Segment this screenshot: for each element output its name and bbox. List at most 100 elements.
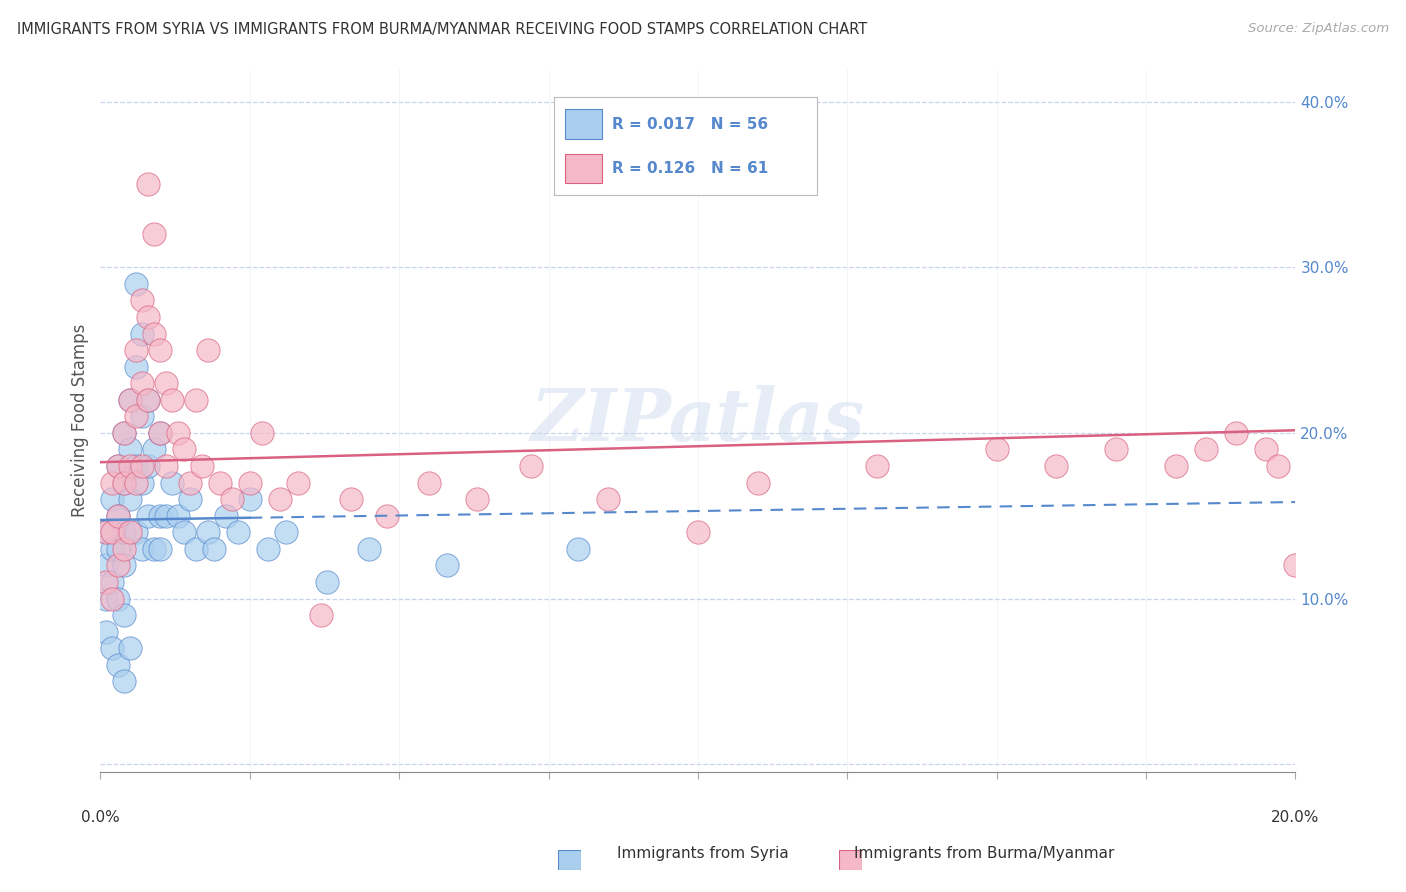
Point <box>125 475 148 490</box>
Point <box>167 425 190 440</box>
Point <box>160 475 183 490</box>
Point <box>120 458 142 473</box>
Point <box>226 525 249 540</box>
Point <box>107 657 129 672</box>
Point <box>120 392 142 407</box>
Point <box>131 541 153 556</box>
Point <box>287 475 309 490</box>
Point <box>197 525 219 540</box>
Point <box>598 492 620 507</box>
Point <box>125 458 148 473</box>
Point <box>136 392 159 407</box>
Point <box>173 442 195 457</box>
Point <box>155 508 177 523</box>
Point <box>149 425 172 440</box>
Text: 0.0%: 0.0% <box>82 810 120 825</box>
Point <box>1254 442 1277 457</box>
Point <box>101 492 124 507</box>
Point <box>112 525 135 540</box>
Point <box>311 608 333 623</box>
Text: ZIPatlas: ZIPatlas <box>531 385 865 456</box>
Point <box>112 674 135 689</box>
Point <box>143 442 166 457</box>
Point <box>143 541 166 556</box>
Point <box>101 525 124 540</box>
Point <box>184 392 207 407</box>
Point <box>96 591 118 606</box>
Point <box>131 293 153 308</box>
Point <box>256 541 278 556</box>
Point <box>269 492 291 507</box>
Point <box>173 525 195 540</box>
Point <box>101 641 124 656</box>
Point <box>375 508 398 523</box>
Point <box>96 558 118 573</box>
Point <box>184 541 207 556</box>
Point <box>436 558 458 573</box>
Point <box>107 558 129 573</box>
Text: 20.0%: 20.0% <box>1271 810 1320 825</box>
Point <box>1284 558 1306 573</box>
Point <box>149 541 172 556</box>
Text: Immigrants from Syria: Immigrants from Syria <box>617 847 789 861</box>
Point <box>96 525 118 540</box>
Point <box>239 492 262 507</box>
Point <box>149 343 172 357</box>
Point <box>747 475 769 490</box>
Point <box>686 525 709 540</box>
Y-axis label: Receiving Food Stamps: Receiving Food Stamps <box>72 324 89 517</box>
Point <box>112 558 135 573</box>
Point <box>101 541 124 556</box>
Point <box>1195 442 1218 457</box>
Point <box>107 508 129 523</box>
Point <box>202 541 225 556</box>
Point <box>155 458 177 473</box>
Point <box>136 392 159 407</box>
Point <box>131 409 153 424</box>
Point <box>1164 458 1187 473</box>
Point <box>107 541 129 556</box>
Point <box>125 409 148 424</box>
Point <box>149 425 172 440</box>
Point <box>120 442 142 457</box>
Point <box>1105 442 1128 457</box>
Point <box>96 624 118 639</box>
Point <box>208 475 231 490</box>
Point <box>215 508 238 523</box>
Point <box>136 310 159 324</box>
Point <box>986 442 1008 457</box>
Text: IMMIGRANTS FROM SYRIA VS IMMIGRANTS FROM BURMA/MYANMAR RECEIVING FOOD STAMPS COR: IMMIGRANTS FROM SYRIA VS IMMIGRANTS FROM… <box>17 22 868 37</box>
Point <box>340 492 363 507</box>
Point <box>101 475 124 490</box>
Point <box>465 492 488 507</box>
Point <box>167 508 190 523</box>
Point <box>1267 458 1289 473</box>
Point <box>107 458 129 473</box>
Point <box>107 591 129 606</box>
Point <box>125 343 148 357</box>
Point <box>136 458 159 473</box>
Point <box>567 541 589 556</box>
Point <box>191 458 214 473</box>
Point <box>221 492 243 507</box>
Point <box>125 277 148 291</box>
Point <box>107 458 129 473</box>
Point <box>107 508 129 523</box>
Point <box>136 508 159 523</box>
Point <box>160 392 183 407</box>
Point <box>239 475 262 490</box>
Point <box>359 541 381 556</box>
Point <box>131 326 153 341</box>
Point <box>125 359 148 374</box>
Point <box>143 227 166 241</box>
Point <box>101 591 124 606</box>
Point <box>120 525 142 540</box>
Point <box>136 178 159 192</box>
Point <box>112 425 135 440</box>
Point <box>149 508 172 523</box>
Point <box>179 475 201 490</box>
Point <box>316 574 339 589</box>
Point <box>131 475 153 490</box>
Point <box>197 343 219 357</box>
Point <box>274 525 297 540</box>
